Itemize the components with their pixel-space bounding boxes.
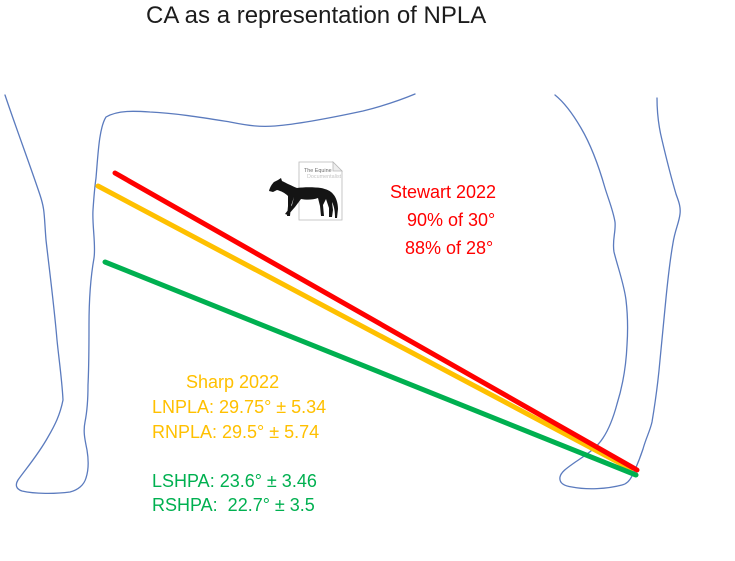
stewart-heading: Stewart 2022 [390,182,497,202]
stewart-value-1: 90% of 30° [407,210,496,230]
equine-documentalist-logo: The Equine Documentalist [268,161,344,223]
shpa-lshpa-value: LSHPA: 23.6° ± 3.46 [152,471,317,491]
stewart-value-2: 88% of 28° [405,238,494,258]
logo-text-line1: The Equine [304,168,332,174]
logo-text-line2: Documentalist [307,174,342,180]
document-fold-corner-icon [332,161,343,172]
sharp-npla-line [95,183,634,472]
shpa-rshpa-value: RSHPA: 22.7° ± 3.5 [152,495,315,515]
angle-lines [95,170,640,478]
horse-frontleg-back-outline [4,93,416,495]
sharp-rnpla-value: RNPLA: 29.5° ± 5.74 [152,422,320,442]
sharp-heading: Sharp 2022 [186,372,280,392]
horse-silhouette-icon [269,178,338,218]
sharp-lnpla-value: LNPLA: 29.75° ± 5.34 [152,397,327,417]
stewart-ca-line [112,170,640,473]
slide-title: CA as a representation of NPLA [146,2,487,29]
logo-graphic: The Equine Documentalist [269,161,343,221]
sharp-shpa-line [102,259,639,478]
horse-hindleg-outline [554,94,681,490]
